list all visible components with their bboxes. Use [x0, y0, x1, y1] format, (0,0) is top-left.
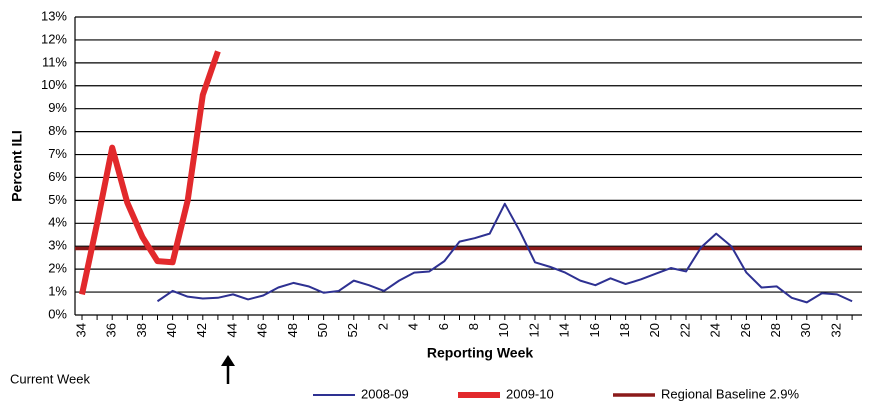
y-tick-label: 10%: [41, 77, 67, 92]
y-tick-label: 6%: [48, 169, 67, 184]
y-tick-label: 12%: [41, 31, 67, 46]
x-tick-label: 2: [375, 323, 390, 330]
legend-label: 2009-10: [506, 386, 554, 401]
x-tick-label: 20: [647, 323, 662, 337]
x-tick-label: 14: [557, 323, 572, 337]
y-tick-label: 0%: [48, 306, 67, 321]
y-tick-label: 7%: [48, 146, 67, 161]
series-line: [156, 202, 853, 304]
y-tick-label: 2%: [48, 261, 67, 276]
x-tick-label: 22: [677, 323, 692, 337]
x-tick-label: 40: [164, 323, 179, 337]
x-tick-label: 16: [587, 323, 602, 337]
x-tick-label: 26: [738, 323, 753, 337]
x-tick-label: 4: [406, 323, 421, 330]
x-tick-label: 10: [496, 323, 511, 337]
x-tick-label: 32: [828, 323, 843, 337]
x-tick-label: 36: [104, 323, 119, 337]
x-tick-label: 46: [255, 323, 270, 337]
y-tick-label: 4%: [48, 215, 67, 230]
y-tick-label: 9%: [48, 100, 67, 115]
y-tick-label: 13%: [41, 8, 67, 23]
x-tick-label: 24: [708, 323, 723, 337]
y-axis-label: Percent ILI: [9, 130, 25, 202]
x-tick-label: 6: [436, 323, 451, 330]
legend-label: 2008-09: [361, 386, 409, 401]
current-week-arrow: [221, 355, 235, 384]
x-tick-label: 30: [798, 323, 813, 337]
x-tick-label: 8: [466, 323, 481, 330]
x-tick-label: 34: [73, 323, 88, 337]
y-tick-label: 5%: [48, 192, 67, 207]
x-axis-label: Reporting Week: [427, 345, 534, 361]
x-tick-label: 42: [194, 323, 209, 337]
y-tick-label: 3%: [48, 238, 67, 253]
x-tick-label: 50: [315, 323, 330, 337]
x-tick-label: 48: [285, 323, 300, 337]
legend-label: Regional Baseline 2.9%: [661, 386, 799, 401]
series-line: [79, 50, 221, 295]
x-tick-label: 44: [224, 323, 239, 337]
y-tick-label: 8%: [48, 123, 67, 138]
annotation: Current Week: [10, 371, 90, 386]
x-tick-label: 28: [768, 323, 783, 337]
y-tick-label: 11%: [42, 54, 67, 69]
x-tick-label: 12: [526, 323, 541, 337]
x-tick-label: 52: [345, 323, 360, 337]
y-tick-label: 1%: [48, 284, 67, 299]
x-tick-label: 18: [617, 323, 632, 337]
x-tick-label: 38: [134, 323, 149, 337]
